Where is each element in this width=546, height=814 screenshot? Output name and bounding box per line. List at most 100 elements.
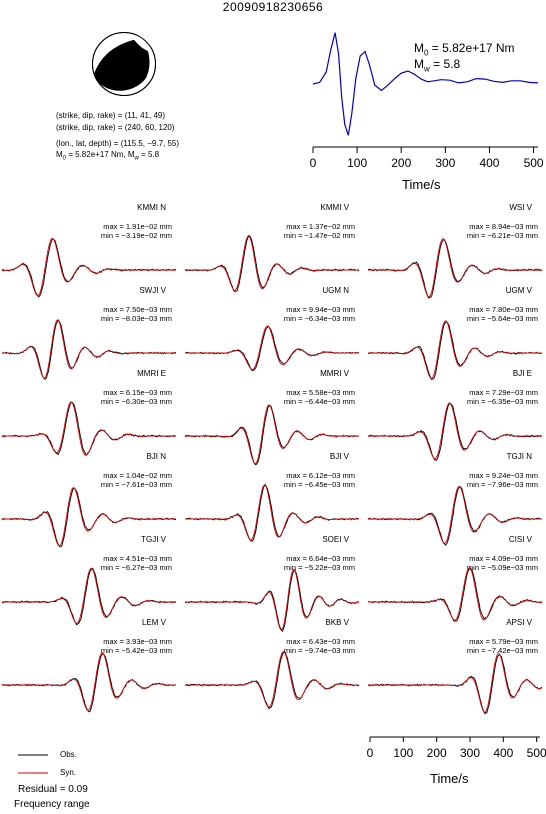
nodal-plane-1: (strike, dip, rake) = (11, 41, 49) (56, 111, 166, 120)
synthetic-trace (2, 487, 176, 547)
synthetic-trace (368, 320, 542, 379)
station-min: min = −7.42e−03 mm (467, 646, 538, 655)
frequency-range-label: Frequency range (14, 799, 90, 810)
synthetic-trace (185, 404, 359, 465)
observed-trace (367, 485, 543, 546)
station-min: min = −5.42e−03 mm (101, 646, 172, 655)
station-min: min = −6.34e−03 mm (284, 314, 355, 323)
source-location: (lon., lat, depth) = (115.5, −9.7, 55) (56, 139, 180, 148)
station-name: APSI V (506, 618, 532, 627)
station-name: BJI V (330, 452, 350, 461)
station-max: max = 9.94e−03 mm (286, 305, 355, 314)
observed-trace (184, 483, 360, 542)
station-min: min = −5.64e−03 mm (467, 314, 538, 323)
observed-trace (368, 654, 543, 715)
station-name: BKB V (325, 618, 349, 627)
moment-line: M0 = 5.82e+17 Nm, Mw = 5.8 (56, 150, 160, 162)
legend-syn-label: Syn. (60, 768, 77, 777)
synthetic-trace (368, 567, 543, 621)
wave-tick-label: 300 (460, 746, 480, 760)
beachball-icon (92, 32, 156, 96)
station-name: MMRI E (137, 369, 166, 378)
synthetic-trace (368, 402, 542, 460)
station-max: max = 6.12e−03 mm (286, 471, 355, 480)
residual-label: Residual = 0.09 (18, 784, 88, 795)
waveform-time-axis: 0 100 200 300 400 500 (367, 736, 546, 760)
observed-trace (367, 567, 543, 622)
synthetic-trace (185, 484, 359, 541)
observed-trace (184, 234, 360, 292)
stf-tick-label: 0 (310, 156, 317, 170)
nodal-plane-2: (strike, dip, rake) = (240, 60, 120) (56, 123, 175, 132)
synthetic-trace (368, 652, 543, 713)
observed-trace (1, 653, 177, 713)
station-max: max = 6.64e−03 mm (286, 554, 355, 563)
station-name: WSI V (509, 203, 532, 212)
observed-trace (1, 401, 177, 456)
synthetic-trace (2, 319, 176, 379)
wave-tick-label: 0 (367, 746, 374, 760)
station-name: TGJI V (141, 535, 167, 544)
station-name: KMMI V (321, 203, 350, 212)
synthetic-trace (185, 651, 359, 708)
station-min: min = −7.61e−03 mm (101, 480, 172, 489)
station-max: max = 9.24e−03 mm (469, 471, 538, 480)
station-min: min = −7.96e−03 mm (467, 480, 538, 489)
station-max: max = 3.93e−03 mm (103, 637, 172, 646)
synthetic-trace (1, 237, 176, 297)
station-max: max = 8.94e−03 mm (469, 222, 538, 231)
station-min: min = −6.21e−03 mm (467, 231, 538, 240)
station-name: BJI N (146, 452, 166, 461)
stf-tick-label: 500 (524, 156, 544, 170)
station-min: min = −5.22e−03 mm (284, 563, 355, 572)
station-max: max = 1.04e−02 mm (103, 471, 172, 480)
station-name: BJI E (513, 369, 532, 378)
station-max: max = 7.80e−03 mm (469, 305, 538, 314)
station-name: UGM V (506, 286, 533, 295)
station-max: max = 6.15e−03 mm (103, 388, 172, 397)
station-name: TGJI N (507, 452, 533, 461)
stf-tick-label: 100 (347, 156, 367, 170)
synthetic-trace (2, 401, 176, 456)
synthetic-trace (185, 569, 360, 631)
station-min: min = −8.03e−03 mm (101, 314, 172, 323)
stf-m0-annotation: M0 = 5.82e+17 Nm (414, 41, 515, 58)
station-min: min = −3.19e−02 mm (101, 231, 172, 240)
synthetic-trace (368, 238, 542, 298)
station-name: SWJI V (139, 286, 166, 295)
synthetic-trace (185, 325, 359, 370)
synthetic-trace (185, 235, 359, 291)
stf-line (312, 32, 539, 136)
station-name: SOEI V (322, 535, 349, 544)
stf-tick-label: 200 (391, 156, 411, 170)
station-min: min = −6.30e−03 mm (101, 397, 172, 406)
station-max: max = 1.37e−02 mm (286, 222, 355, 231)
station-max: max = 5.58e−03 mm (286, 388, 355, 397)
station-max: max = 6.43e−03 mm (286, 637, 355, 646)
station-name: LEM V (142, 618, 167, 627)
legend-lines (18, 754, 48, 774)
synthetic-trace (2, 567, 176, 624)
wave-tick-label: 500 (527, 746, 546, 760)
synthetic-trace (2, 652, 176, 711)
stf-xlabel: Time/s (402, 177, 441, 192)
station-min: min = −6.45e−03 mm (284, 480, 355, 489)
station-name: MMRI V (320, 369, 350, 378)
legend-obs-label: Obs. (60, 750, 77, 759)
stf-mw-annotation: Mw = 5.8 (414, 57, 461, 74)
wave-tick-label: 100 (393, 746, 413, 760)
wave-tick-label: 400 (493, 746, 513, 760)
wave-tick-label: 200 (427, 746, 447, 760)
station-max: max = 7.29e−03 mm (469, 388, 538, 397)
waveform-xlabel: Time/s (430, 771, 469, 786)
station-max: max = 7.50e−03 mm (103, 305, 172, 314)
